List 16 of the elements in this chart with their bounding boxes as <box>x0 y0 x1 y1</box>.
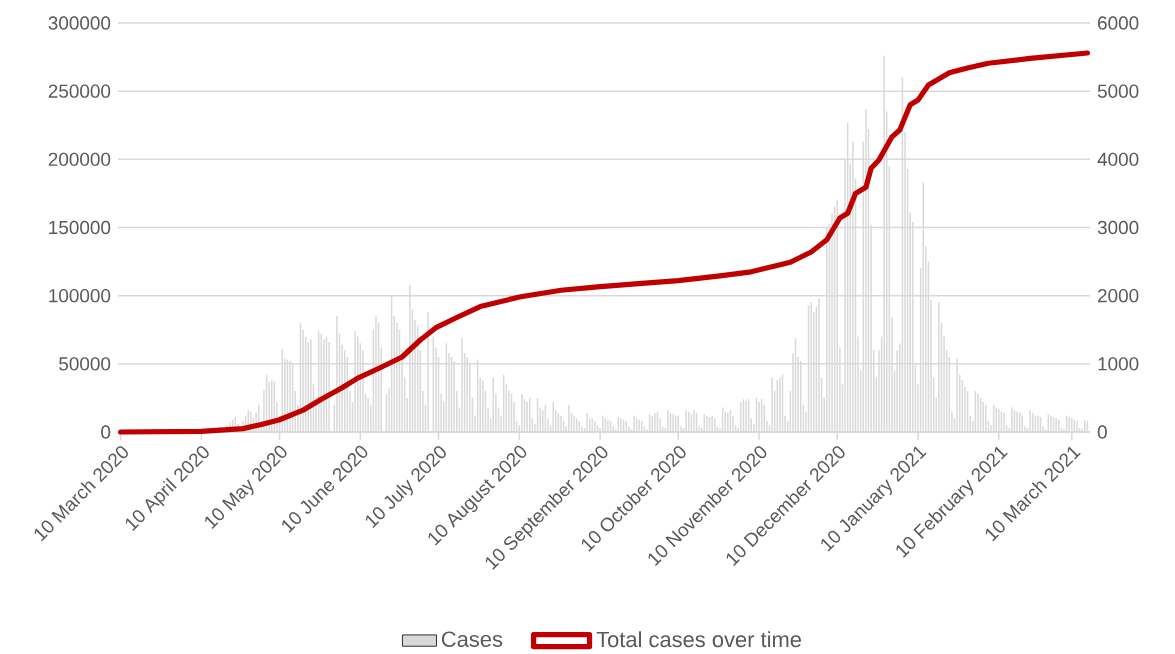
y-tick-label: 50000 <box>59 357 111 371</box>
y-tick-label: 100000 <box>49 288 111 303</box>
legend-label: Cases <box>441 631 503 647</box>
y-tick-label: 150000 <box>49 220 111 235</box>
y-tick-label: 250000 <box>48 84 111 98</box>
y2-tick-label: 2000 <box>1098 288 1139 303</box>
y-tick-label: 200000 <box>48 152 111 167</box>
y2-tick-label: 4000 <box>1097 152 1139 167</box>
legend-label: Total cases over time <box>596 631 801 648</box>
y-tick-label: 0 <box>101 425 111 439</box>
y2-tick-label: 5000 <box>1097 84 1139 98</box>
y2-tick-label: 1000 <box>1098 357 1139 371</box>
y-tick-label: 300000 <box>48 16 111 30</box>
y2-tick-label: 0 <box>1097 425 1107 439</box>
y2-tick-label: 6000 <box>1098 16 1139 30</box>
y2-tick-label: 3000 <box>1097 220 1139 235</box>
